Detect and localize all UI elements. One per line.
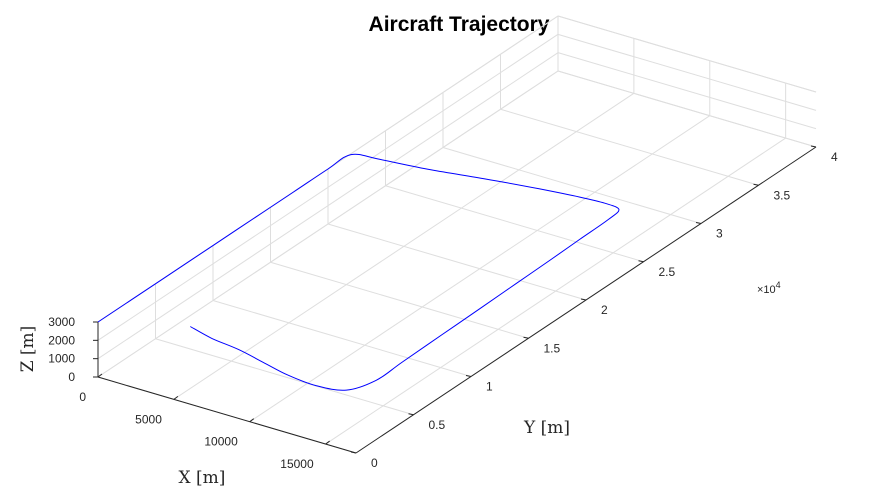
floor-grid-line-y	[500, 108, 759, 186]
x-tick-label: 10000	[204, 435, 238, 449]
axis-layer	[97, 146, 817, 454]
back-wall-grid-line-z	[97, 33, 559, 341]
y-tick-mark	[350, 451, 357, 454]
z-tick-label: 1000	[48, 352, 75, 366]
y-tick-mark	[753, 183, 759, 186]
x-tick-mark	[97, 373, 103, 378]
y-tick-label: 4	[831, 150, 838, 164]
y-tick-label: 1	[486, 380, 493, 394]
z-axis-label: Z [m]	[18, 326, 38, 373]
box-edge	[557, 15, 817, 93]
x-tick-mark	[325, 440, 330, 445]
floor-grid-line-y	[327, 223, 587, 301]
x-axis-label: X [m]	[179, 468, 226, 488]
y-tick-mark	[695, 222, 702, 224]
x-tick-label: 5000	[135, 412, 162, 426]
y-tick-mark	[523, 336, 529, 339]
side-wall-grid-line-z	[557, 70, 817, 148]
y-tick-mark	[465, 375, 472, 377]
side-wall-grid-line-z	[557, 52, 817, 130]
floor-grid-line-y	[155, 338, 414, 416]
x-axis-line	[97, 376, 357, 454]
y-tick-label: 2	[601, 303, 608, 317]
x-tick-mark	[249, 418, 255, 423]
y-tick-label: 0	[371, 456, 378, 470]
y-axis-label: Y [m]	[523, 418, 570, 438]
floor-grid-line-y	[270, 261, 529, 339]
y-tick-mark	[638, 260, 644, 263]
tick-layer: 0 5000 10000 15000 0 0.5 1 1.5 2 2.5 3 3.5 4 0 1000 200…	[48, 145, 838, 471]
y-axis-multiplier: ×104	[757, 280, 781, 296]
x-tick-label: 0	[79, 390, 86, 404]
back-wall-grid-line-z	[97, 52, 559, 360]
z-tick-label: 0	[68, 370, 75, 384]
side-wall-grid-line-z	[557, 33, 817, 111]
y-tick-label: 2.5	[659, 265, 676, 279]
floor-grid-line-y	[385, 185, 644, 263]
x-tick-label: 15000	[280, 457, 314, 471]
back-wall-grid-line-z	[97, 70, 559, 378]
floor-grid-line-y	[442, 147, 702, 224]
y-tick-label: 3	[716, 227, 723, 241]
grid-layer	[97, 15, 817, 454]
z-tick-label: 2000	[48, 333, 75, 347]
z-tick-label: 3000	[48, 315, 75, 329]
floor-grid-line-y	[212, 300, 472, 377]
y-tick-mark	[810, 145, 817, 148]
y-tick-mark	[408, 413, 414, 416]
trajectory-line	[97, 153, 620, 391]
data-layer	[97, 153, 620, 391]
y-tick-label: 3.5	[774, 188, 791, 202]
chart-title: Aircraft Trajectory	[369, 13, 550, 36]
y-tick-label: 1.5	[544, 341, 561, 355]
x-tick-mark	[173, 395, 179, 400]
y-tick-mark	[580, 298, 587, 301]
y-tick-label: 0.5	[429, 418, 446, 432]
